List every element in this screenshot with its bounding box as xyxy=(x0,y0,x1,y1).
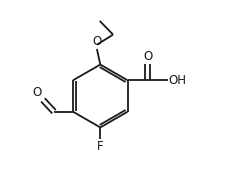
Text: O: O xyxy=(143,50,152,63)
Text: OH: OH xyxy=(168,74,187,87)
Text: O: O xyxy=(93,35,102,48)
Text: O: O xyxy=(32,86,41,99)
Text: F: F xyxy=(97,140,104,153)
